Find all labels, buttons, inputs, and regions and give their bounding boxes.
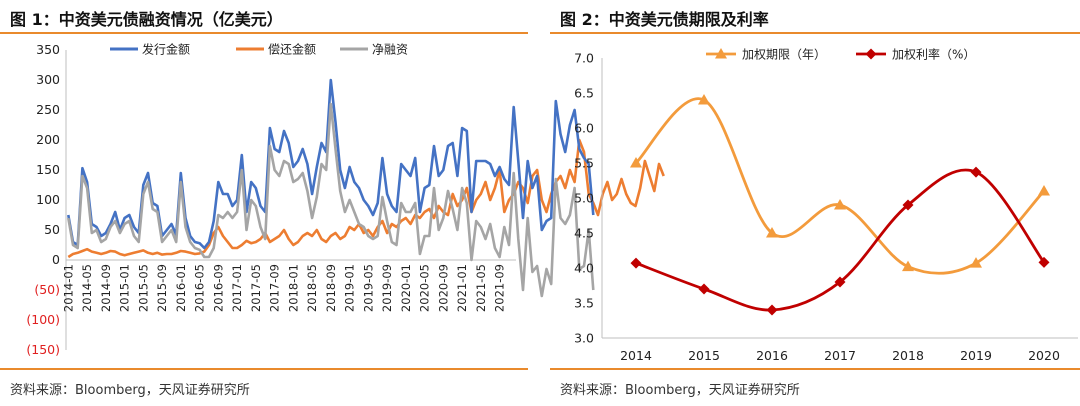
y-tick-label: 250 (36, 102, 60, 117)
data-point-marker (970, 257, 982, 268)
chart-title-right: 图 2：中资美元债期限及利率 (560, 10, 769, 29)
title-rule-right (550, 32, 1080, 34)
x-tick-label: 2019 (960, 348, 992, 363)
data-point-marker (766, 227, 778, 238)
x-tick-label: 2018-05 (305, 264, 319, 312)
chart-tenor-rate-svg: 7.0 6.5 6.0 5.5 5.0 4.5 4.0 3.5 3.0 2014 2015 2016 2… (574, 47, 1078, 363)
y-tick-label: (150) (26, 342, 60, 357)
data-point-marker (766, 304, 778, 316)
x-tick-label: 2021-09 (493, 264, 507, 312)
legend-label-1: 发行金额 (142, 42, 190, 57)
x-tick-label: 2014-09 (99, 264, 113, 312)
x-tick-label: 2015-09 (155, 264, 169, 312)
x-tick-label: 2016-01 (174, 264, 188, 312)
x-tick-label: 2020-09 (436, 264, 450, 312)
x-tick-label: 2021-05 (474, 264, 488, 312)
x-tick-label: 2018-09 (324, 264, 338, 312)
y-tick-label: 5.5 (574, 156, 594, 171)
legend-marker-2 (865, 48, 877, 60)
y-tick-label: 7.0 (574, 51, 594, 66)
x-tick-label: 2014-05 (80, 264, 94, 312)
series-line-2 (635, 168, 1046, 312)
x-tick-label: 2017-09 (268, 264, 282, 312)
y-tick-label: 200 (36, 132, 60, 147)
series-line-1 (634, 97, 1046, 275)
y-tick-label: 6.5 (574, 86, 594, 101)
x-tick-label: 2019-09 (380, 264, 394, 312)
data-point-marker (902, 199, 914, 211)
data-point-marker (970, 166, 982, 178)
data-point-marker (698, 283, 710, 295)
y-tick-label: 4.0 (574, 261, 594, 276)
x-tick-label: 2020-05 (418, 264, 432, 312)
chart-panel-right: 图 2：中资美元债期限及利率 7.0 6.5 6.0 5.5 5.0 4.5 4.0 3.5 3… (550, 0, 1080, 406)
data-point-marker (902, 260, 914, 272)
y-tick-label: 50 (44, 222, 60, 237)
y-tick-label: 0 (52, 252, 60, 267)
x-tick-label: 2015-01 (118, 264, 132, 312)
chart-title-left: 图 1：中资美元债融资情况（亿美元） (10, 10, 283, 29)
x-tick-label: 2019-01 (343, 264, 357, 312)
x-tick-label: 2021-01 (455, 264, 469, 312)
y-tick-label: 4.5 (574, 226, 594, 241)
x-tick-label: 2015-05 (136, 264, 150, 312)
legend-label-1: 加权期限（年） (742, 48, 826, 62)
source-note-right: 资料来源：Bloomberg，天风证券研究所 (560, 383, 800, 398)
series-line-1 (67, 78, 595, 250)
x-tick-label: 2020 (1028, 348, 1060, 363)
series-line-3 (67, 102, 595, 298)
x-tick-label: 2018 (892, 348, 924, 363)
data-point-marker (834, 199, 846, 210)
x-tick-label: 2017-01 (230, 264, 244, 312)
x-tick-label: 2014-01 (61, 264, 75, 312)
x-tick-label: 2014 (620, 348, 652, 363)
data-point-marker (1038, 185, 1050, 196)
source-note-left: 资料来源：Bloomberg，天风证券研究所 (10, 383, 250, 398)
x-tick-label: 2016 (756, 348, 788, 363)
y-tick-label: 6.0 (574, 121, 594, 136)
x-tick-label: 2017 (824, 348, 856, 363)
legend-label-2: 加权利率（%） (892, 47, 975, 62)
y-tick-label: (50) (34, 282, 60, 297)
x-tick-label: 2016-05 (193, 264, 207, 312)
data-point-marker (698, 94, 710, 105)
legend-marker-1 (715, 48, 727, 59)
legend-label-2: 偿还金额 (268, 42, 316, 57)
x-tick-label: 2018-01 (286, 264, 300, 312)
data-point-marker (630, 257, 642, 269)
x-tick-label: 2016-09 (211, 264, 225, 312)
data-point-marker (630, 157, 642, 168)
y-tick-label: 100 (36, 192, 60, 207)
source-rule-right (550, 368, 1080, 370)
y-tick-label: 150 (36, 162, 60, 177)
y-tick-label: 300 (36, 72, 60, 87)
y-tick-label: 3.5 (574, 296, 594, 311)
x-tick-label: 2020-01 (399, 264, 413, 312)
x-tick-label: 2019-05 (361, 264, 375, 312)
data-point-marker (834, 276, 846, 288)
y-tick-label: (100) (26, 312, 60, 327)
legend-label-3: 净融资 (372, 43, 408, 57)
data-point-marker (1038, 256, 1050, 268)
chart-panel-left: 图 1：中资美元债融资情况（亿美元） 350 300 250 200 150 100 50 0… (0, 0, 665, 406)
y-tick-label: 3.0 (574, 331, 594, 346)
x-tick-label: 2017-05 (249, 264, 263, 312)
y-tick-label: 5.0 (574, 191, 594, 206)
source-rule-left (0, 368, 528, 370)
y-tick-label: 350 (36, 42, 60, 57)
x-tick-label: 2015 (688, 348, 720, 363)
chart-issuance-svg: 350 300 250 200 150 100 50 0 (50) (100) (150) 2014-… (26, 42, 665, 357)
title-rule-left (0, 32, 528, 34)
